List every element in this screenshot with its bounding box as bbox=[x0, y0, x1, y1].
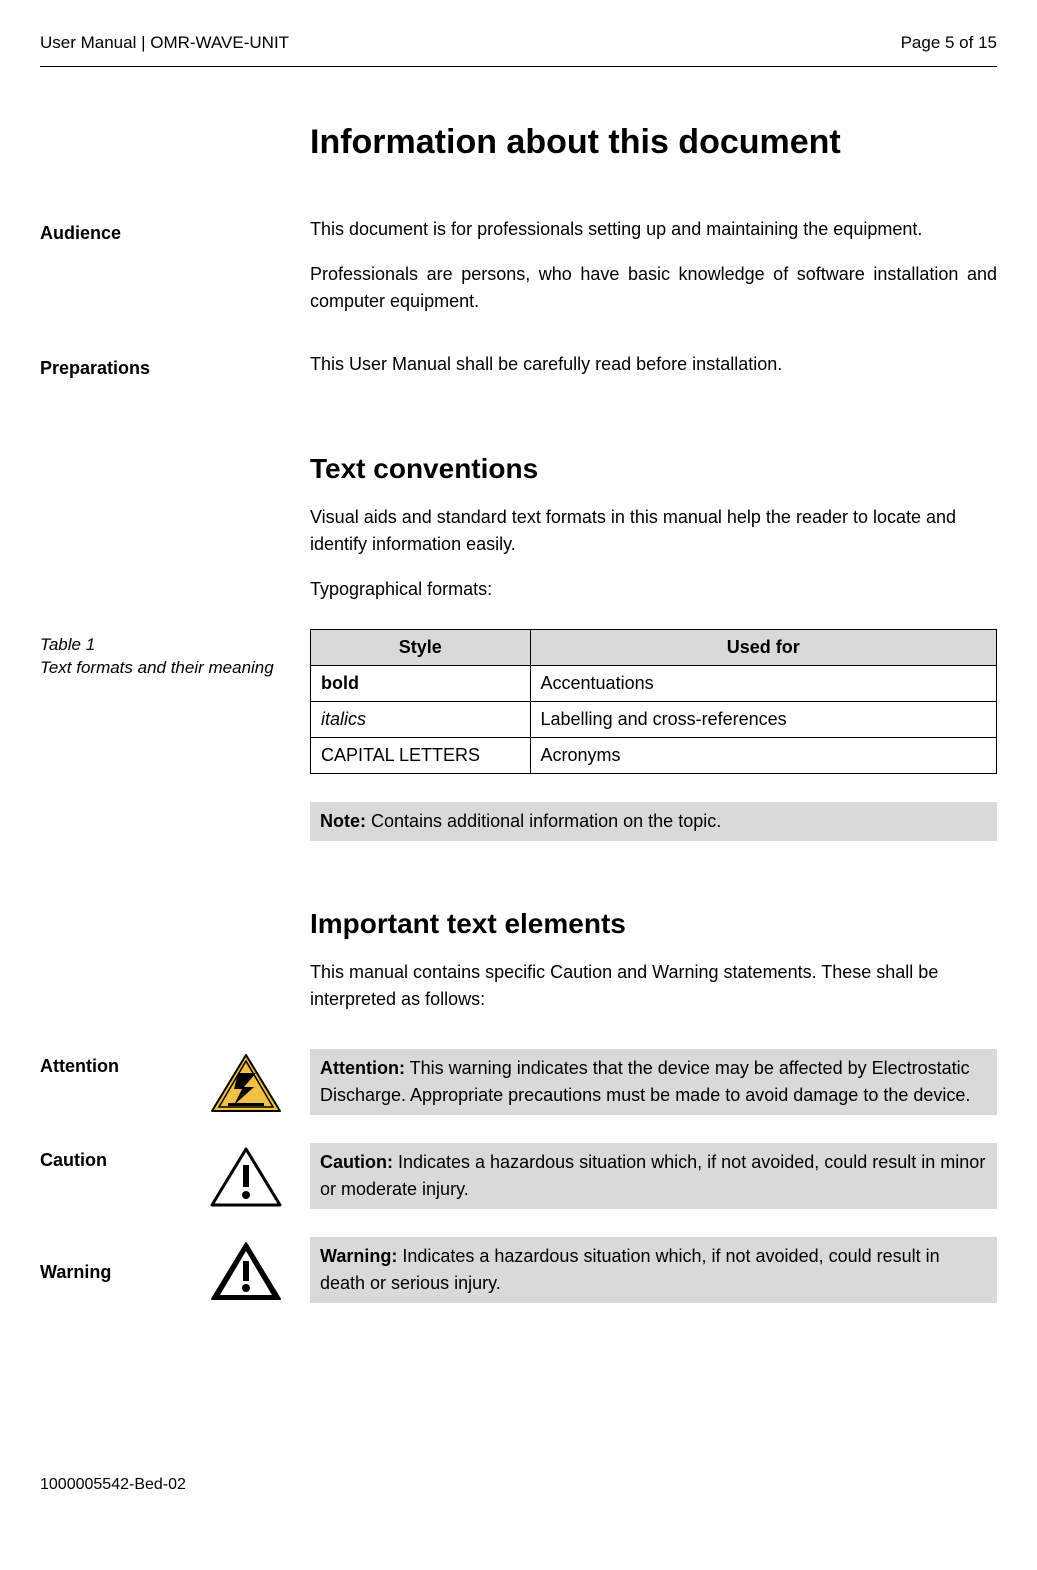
table-caption-line2: Text formats and their meaning bbox=[40, 658, 274, 677]
warning-box: Warning: Indicates a hazardous situation… bbox=[310, 1237, 997, 1303]
table-row: bold Accentuations bbox=[311, 665, 997, 701]
preparations-p1: This User Manual shall be carefully read… bbox=[310, 351, 997, 378]
table-row: CAPITAL LETTERS Acronyms bbox=[311, 737, 997, 773]
caution-icon bbox=[210, 1147, 295, 1209]
warning-icon bbox=[210, 1241, 295, 1303]
note-box: Note: Contains additional information on… bbox=[310, 802, 997, 841]
text-conventions-intro: Visual aids and standard text formats in… bbox=[310, 504, 997, 558]
attention-box: Attention: This warning indicates that t… bbox=[310, 1049, 997, 1115]
heading-important-elements: Important text elements bbox=[310, 903, 997, 945]
th-used-for: Used for bbox=[530, 629, 996, 665]
important-intro: This manual contains specific Caution an… bbox=[310, 959, 997, 1013]
table-caption-line1: Table 1 bbox=[40, 635, 95, 654]
cell-used-italics: Labelling and cross-references bbox=[530, 701, 996, 737]
note-label: Note: bbox=[320, 811, 366, 831]
caution-box-text: Indicates a hazardous situation which, i… bbox=[320, 1152, 985, 1199]
note-text: Contains additional information on the t… bbox=[366, 811, 721, 831]
cell-style-bold: bold bbox=[311, 665, 531, 701]
page-title: Information about this document bbox=[310, 117, 997, 168]
cell-style-italics: italics bbox=[311, 701, 531, 737]
table-row: italics Labelling and cross-references bbox=[311, 701, 997, 737]
esd-icon bbox=[210, 1053, 295, 1115]
header-right: Page 5 of 15 bbox=[901, 30, 997, 56]
text-conventions-subintro: Typographical formats: bbox=[310, 576, 997, 603]
margin-label-caution: Caution bbox=[40, 1147, 210, 1174]
table-caption: Table 1 Text formats and their meaning bbox=[40, 633, 295, 681]
page-header: User Manual | OMR-WAVE-UNIT Page 5 of 15 bbox=[40, 30, 997, 67]
attention-box-label: Attention: bbox=[320, 1058, 405, 1078]
audience-p1: This document is for professionals setti… bbox=[310, 216, 997, 243]
caution-box-label: Caution: bbox=[320, 1152, 393, 1172]
attention-box-text: This warning indicates that the device m… bbox=[320, 1058, 970, 1105]
margin-label-preparations: Preparations bbox=[40, 355, 295, 382]
table-header-row: Style Used for bbox=[311, 629, 997, 665]
cell-style-capitals: CAPITAL LETTERS bbox=[311, 737, 531, 773]
cell-used-capitals: Acronyms bbox=[530, 737, 996, 773]
margin-label-warning: Warning bbox=[40, 1241, 210, 1286]
margin-label-audience: Audience bbox=[40, 220, 295, 247]
th-style: Style bbox=[311, 629, 531, 665]
warning-box-text: Indicates a hazardous situation which, i… bbox=[320, 1246, 940, 1293]
cell-used-bold: Accentuations bbox=[530, 665, 996, 701]
header-left: User Manual | OMR-WAVE-UNIT bbox=[40, 30, 289, 56]
audience-p2: Professionals are persons, who have basi… bbox=[310, 261, 997, 315]
warning-box-label: Warning: bbox=[320, 1246, 397, 1266]
caution-box: Caution: Indicates a hazardous situation… bbox=[310, 1143, 997, 1209]
page-footer: 1000005542-Bed-02 bbox=[40, 1473, 997, 1497]
margin-label-attention: Attention bbox=[40, 1053, 210, 1080]
conventions-table: Style Used for bold Accentuations italic… bbox=[310, 629, 997, 774]
heading-text-conventions: Text conventions bbox=[310, 448, 997, 490]
